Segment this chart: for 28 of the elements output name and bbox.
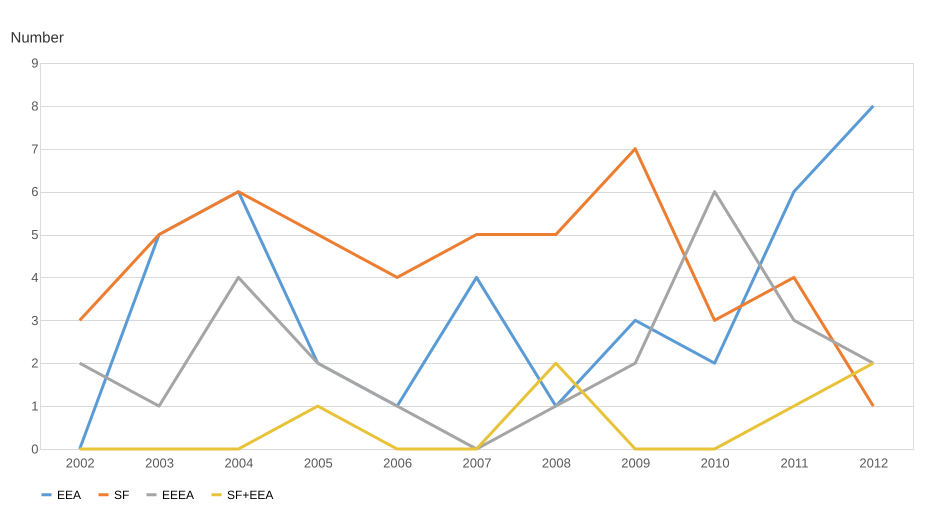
x-tick-label: 2006	[383, 456, 412, 470]
y-tick-label: 3	[31, 312, 38, 328]
x-tick-label: 2009	[621, 456, 650, 470]
y-tick-label: 7	[31, 141, 38, 156]
y-tick-label: 1	[31, 398, 38, 414]
y-tick-label: 4	[31, 270, 38, 285]
x-tick-label: 2002	[66, 456, 95, 470]
line-series	[78, 190, 875, 450]
x-tick-label: 2008	[542, 456, 571, 470]
x-tick-label: 2007	[462, 456, 492, 470]
x-tick-label: 2004	[224, 456, 254, 470]
legend-label: SF+EEA	[227, 488, 274, 502]
legend-label: EEEA	[162, 488, 194, 502]
y-tick-label: 5	[31, 227, 38, 242]
y-tick-label: 8	[31, 98, 38, 114]
y-axis-title: Number	[10, 30, 64, 46]
y-tick-label: 6	[31, 184, 38, 200]
x-tick-label: 2010	[700, 456, 730, 470]
legend-label: SF	[114, 488, 130, 502]
x-tick-label: 2011	[780, 456, 808, 470]
x-tick-label: 2012	[859, 456, 888, 470]
legend-label: EEA	[57, 488, 82, 502]
line-series	[78, 147, 875, 408]
y-tick-label: 0	[31, 442, 38, 456]
x-tick-label: 2005	[304, 456, 333, 470]
y-tick-label: 9	[31, 56, 38, 70]
x-tick-label: 2003	[145, 456, 174, 470]
y-tick-label: 2	[31, 356, 38, 371]
